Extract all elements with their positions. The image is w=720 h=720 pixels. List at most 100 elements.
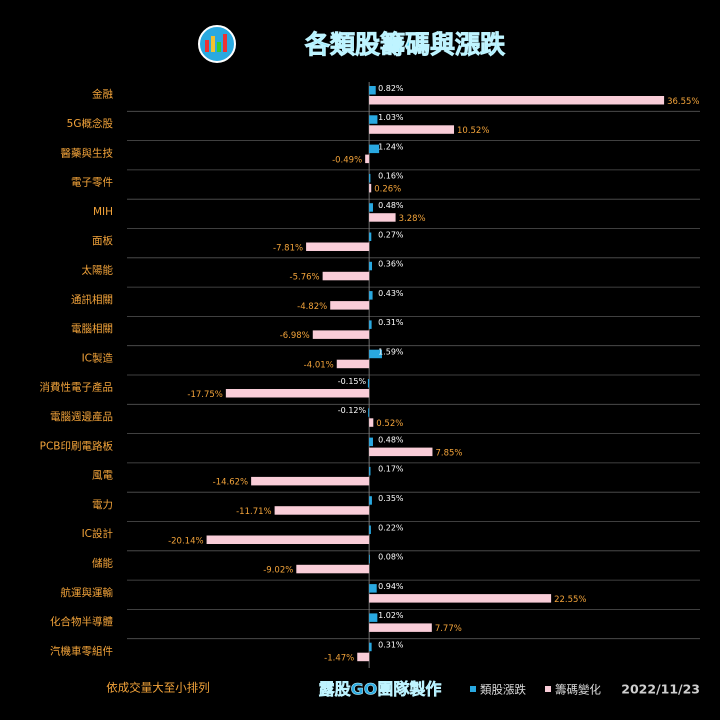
bar bbox=[369, 213, 396, 222]
value-label: 0.36% bbox=[378, 260, 404, 269]
category-label: IC設計 bbox=[82, 527, 114, 540]
value-label: 0.43% bbox=[378, 289, 404, 298]
bar bbox=[369, 447, 433, 457]
value-label: -0.15% bbox=[338, 377, 367, 386]
value-label: -14.62% bbox=[213, 478, 248, 488]
value-label: 22.55% bbox=[554, 595, 586, 605]
bar bbox=[206, 535, 370, 544]
bar bbox=[274, 506, 370, 515]
value-label: -7.81% bbox=[273, 243, 303, 253]
category-label: 電子零件 bbox=[71, 177, 113, 189]
value-label: 0.31% bbox=[378, 640, 404, 649]
value-label: 7.85% bbox=[435, 448, 462, 458]
category-label: 醫藥與生技 bbox=[61, 146, 114, 159]
value-label: -5.76% bbox=[290, 273, 320, 283]
legend-swatch bbox=[470, 686, 476, 692]
category-label: 太陽能 bbox=[82, 263, 114, 276]
value-label: 0.48% bbox=[378, 201, 404, 210]
category-label: 5G概念股 bbox=[67, 117, 114, 130]
category-label: 儲能 bbox=[92, 556, 113, 569]
category-label: MIH bbox=[93, 206, 113, 218]
credit: 露股GO團隊製作 bbox=[319, 680, 442, 699]
category-label: 面板 bbox=[92, 234, 113, 247]
value-label: -9.02% bbox=[263, 566, 293, 576]
category-label: PCB印刷電路板 bbox=[40, 439, 114, 452]
category-label: 風電 bbox=[92, 470, 113, 482]
category-label: 電力 bbox=[92, 498, 113, 511]
category-label: 消費性電子產品 bbox=[40, 381, 114, 394]
value-label: -0.49% bbox=[332, 155, 362, 165]
value-label: -4.01% bbox=[304, 360, 334, 370]
value-label: 0.82% bbox=[378, 84, 404, 93]
value-label: 0.27% bbox=[378, 230, 404, 239]
bar bbox=[251, 476, 370, 486]
logo bbox=[198, 25, 236, 63]
value-label: 1.59% bbox=[378, 347, 404, 356]
value-label: -1.47% bbox=[324, 653, 354, 663]
bar bbox=[369, 525, 371, 534]
value-label: 36.55% bbox=[667, 97, 699, 107]
bar bbox=[369, 173, 371, 183]
bar bbox=[369, 623, 432, 632]
bar bbox=[369, 466, 371, 476]
value-label: 0.48% bbox=[378, 435, 404, 444]
value-label: 7.77% bbox=[435, 624, 462, 634]
value-label: 0.52% bbox=[376, 419, 403, 429]
bar bbox=[369, 613, 378, 622]
chart-title: 各類股籌碼與漲跌 bbox=[304, 30, 505, 59]
bar bbox=[369, 594, 552, 603]
legend-label: 籌碼變化 bbox=[555, 683, 601, 697]
value-label: -11.71% bbox=[236, 507, 271, 517]
value-label: -20.14% bbox=[168, 536, 203, 546]
bar bbox=[368, 408, 370, 417]
bar bbox=[369, 418, 374, 427]
bar bbox=[306, 242, 370, 251]
value-label: 0.35% bbox=[378, 494, 404, 503]
bar bbox=[357, 652, 370, 662]
category-label: 電腦相關 bbox=[71, 322, 113, 335]
bar bbox=[369, 261, 373, 271]
category-label: 汽機車零組件 bbox=[50, 644, 113, 657]
value-label: -4.82% bbox=[297, 302, 327, 312]
bar bbox=[369, 183, 372, 193]
bar bbox=[322, 271, 370, 281]
bar bbox=[369, 203, 373, 212]
legend-swatch bbox=[545, 686, 551, 692]
bar bbox=[369, 349, 382, 359]
bar bbox=[330, 301, 370, 310]
note: 依成交量大至小排列 bbox=[106, 681, 210, 695]
bar bbox=[369, 291, 373, 300]
value-label: 0.31% bbox=[378, 318, 404, 327]
category-label: 電腦週邊產品 bbox=[50, 410, 113, 423]
bar bbox=[369, 320, 372, 329]
legend-label: 類股漲跌 bbox=[480, 683, 526, 697]
bar bbox=[369, 144, 380, 154]
category-label: 通訊相關 bbox=[71, 293, 113, 306]
value-label: -6.98% bbox=[280, 331, 310, 341]
bar bbox=[369, 115, 378, 124]
category-label: 化合物半導體 bbox=[50, 615, 113, 628]
bar bbox=[369, 642, 372, 652]
value-label: 0.94% bbox=[378, 582, 404, 591]
value-label: 0.16% bbox=[378, 172, 404, 181]
date: 2022/11/23 bbox=[621, 682, 700, 697]
bar bbox=[369, 584, 377, 593]
bar bbox=[369, 125, 455, 134]
bar bbox=[369, 232, 372, 241]
bar bbox=[369, 96, 665, 105]
bar bbox=[225, 389, 370, 398]
value-label: 1.03% bbox=[378, 113, 404, 122]
value-label: -0.12% bbox=[338, 406, 367, 415]
value-label: 1.02% bbox=[378, 611, 404, 620]
bar bbox=[369, 437, 373, 447]
value-label: 0.26% bbox=[374, 185, 401, 195]
value-label: 3.28% bbox=[399, 214, 426, 224]
value-label: 10.52% bbox=[457, 126, 489, 136]
category-label: IC製造 bbox=[82, 351, 114, 364]
bar bbox=[369, 496, 372, 505]
value-label: 1.24% bbox=[378, 142, 404, 151]
value-label: 0.17% bbox=[378, 465, 404, 474]
bar bbox=[367, 379, 370, 388]
bar bbox=[336, 359, 370, 369]
